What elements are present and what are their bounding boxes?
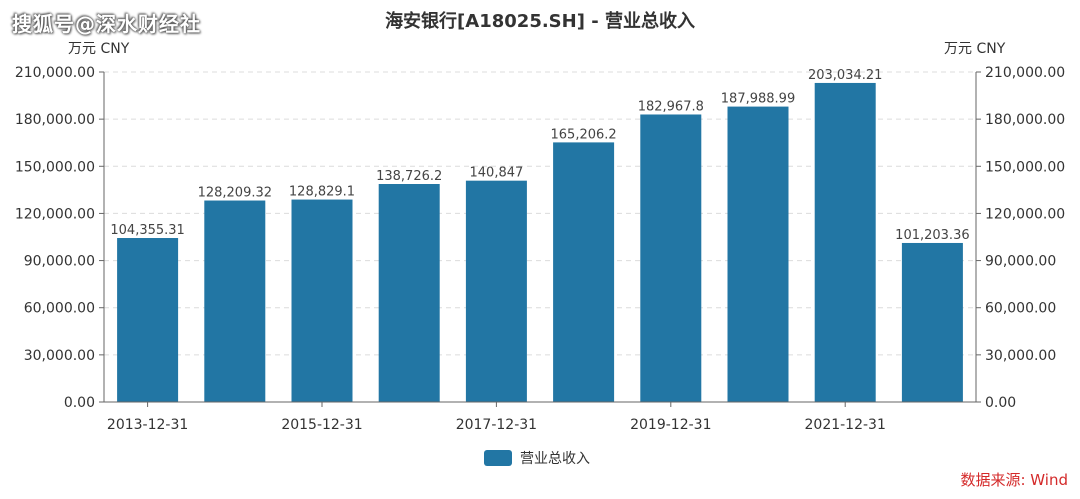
y-tick-label-right: 210,000.00 <box>985 65 1065 81</box>
y-tick-label-right: 30,000.00 <box>985 348 1056 364</box>
right-axis-unit: 万元 CNY <box>944 41 1006 57</box>
data-label: 187,988.99 <box>721 92 795 107</box>
y-tick-label-left: 0.00 <box>64 395 95 411</box>
data-label: 104,355.31 <box>110 223 184 238</box>
left-axis-unit: 万元 CNY <box>68 41 130 57</box>
x-tick-label: 2015-12-31 <box>281 417 362 433</box>
bar <box>117 238 179 402</box>
x-tick-label: 2019-12-31 <box>630 417 711 433</box>
y-tick-label-right: 120,000.00 <box>985 206 1065 222</box>
bar <box>640 114 702 402</box>
y-tick-label-left: 180,000.00 <box>15 112 95 128</box>
y-tick-label-right: 0.00 <box>985 395 1016 411</box>
legend-swatch <box>484 450 512 466</box>
chart-title: 海安银行[A18025.SH] - 营业总收入 <box>385 11 695 32</box>
legend[interactable]: 营业总收入 <box>484 448 590 468</box>
y-tick-label-right: 60,000.00 <box>985 301 1056 317</box>
x-tick-label: 2021-12-31 <box>805 417 886 433</box>
y-tick-label-right: 150,000.00 <box>985 159 1065 175</box>
data-label: 128,829.1 <box>289 185 355 200</box>
data-label: 165,206.2 <box>551 127 617 142</box>
bar <box>291 199 353 402</box>
y-tick-label-left: 90,000.00 <box>24 254 95 270</box>
data-label: 140,847 <box>470 166 524 181</box>
bar <box>204 200 266 402</box>
watermark: 搜狐号@深水财经社 <box>12 12 201 36</box>
y-tick-label-left: 60,000.00 <box>24 301 95 317</box>
bar <box>901 242 963 402</box>
bar <box>465 180 527 402</box>
legend-label: 营业总收入 <box>520 451 590 467</box>
x-tick-label: 2017-12-31 <box>456 417 537 433</box>
data-label: 128,209.32 <box>198 186 272 201</box>
data-label: 203,034.21 <box>808 68 882 83</box>
y-tick-label-right: 90,000.00 <box>985 254 1056 270</box>
y-tick-label-left: 30,000.00 <box>24 348 95 364</box>
y-tick-label-left: 120,000.00 <box>15 206 95 222</box>
x-tick-label: 2013-12-31 <box>107 417 188 433</box>
data-label: 101,203.36 <box>895 228 969 243</box>
y-tick-label-left: 150,000.00 <box>15 159 95 175</box>
y-tick-label-right: 180,000.00 <box>985 112 1065 128</box>
bar <box>814 82 876 403</box>
bar <box>727 106 789 402</box>
bar <box>378 184 440 402</box>
data-label: 138,726.2 <box>376 169 442 184</box>
bar <box>553 142 615 402</box>
y-tick-label-left: 210,000.00 <box>15 65 95 81</box>
data-source: 数据来源: Wind <box>960 471 1068 489</box>
data-label: 182,967.8 <box>638 99 704 114</box>
